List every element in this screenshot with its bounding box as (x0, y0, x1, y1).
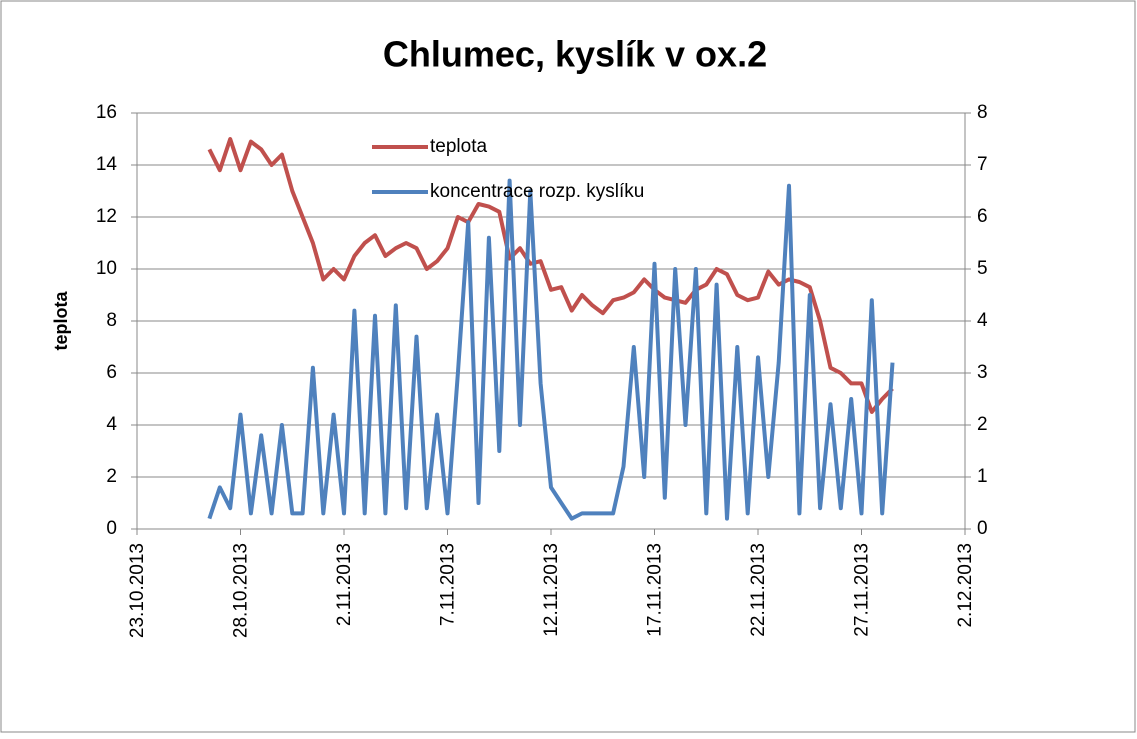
x-tick-label: 7.11.2013 (438, 543, 459, 626)
y2-tick-label: 5 (977, 258, 988, 279)
y2-tick-label: 7 (977, 154, 988, 175)
y2-tick-label: 8 (977, 102, 988, 123)
y-tick-label: 4 (106, 414, 117, 435)
y2-tick-label: 6 (977, 206, 988, 227)
y2-tick-label: 0 (977, 518, 988, 539)
x-tick-label: 2.11.2013 (334, 543, 355, 626)
y-tick-label: 10 (96, 258, 117, 279)
legend-label: koncentrace rozp. kyslíku (430, 181, 644, 202)
y-tick-label: 0 (106, 518, 117, 539)
x-tick-label: 27.11.2013 (852, 543, 873, 637)
y2-tick-label: 4 (977, 310, 988, 331)
y-axis-label: teplota (51, 291, 71, 351)
y-tick-label: 12 (96, 206, 117, 227)
y2-tick-label: 2 (977, 414, 988, 435)
x-tick-label: 2.12.2013 (955, 543, 976, 628)
data-line (207, 178, 895, 521)
x-tick-label: 17.11.2013 (645, 543, 666, 637)
y-tick-label: 6 (106, 362, 117, 383)
data-line (207, 137, 894, 414)
x-tick-label: 23.10.2013 (127, 543, 148, 638)
y2-tick-label: 3 (977, 362, 988, 383)
y-tick-label: 16 (96, 102, 117, 123)
x-tick-label: 28.10.2013 (231, 543, 252, 638)
legend-label: teplota (430, 136, 487, 157)
y-tick-label: 8 (106, 310, 117, 331)
chart-title: Chlumec, kyslík v ox.2 (383, 34, 767, 75)
x-tick-label: 12.11.2013 (541, 543, 562, 637)
x-tick-label: 22.11.2013 (748, 543, 769, 637)
y-tick-label: 14 (96, 154, 118, 175)
y2-tick-label: 1 (977, 466, 988, 487)
y-tick-label: 2 (106, 466, 117, 487)
